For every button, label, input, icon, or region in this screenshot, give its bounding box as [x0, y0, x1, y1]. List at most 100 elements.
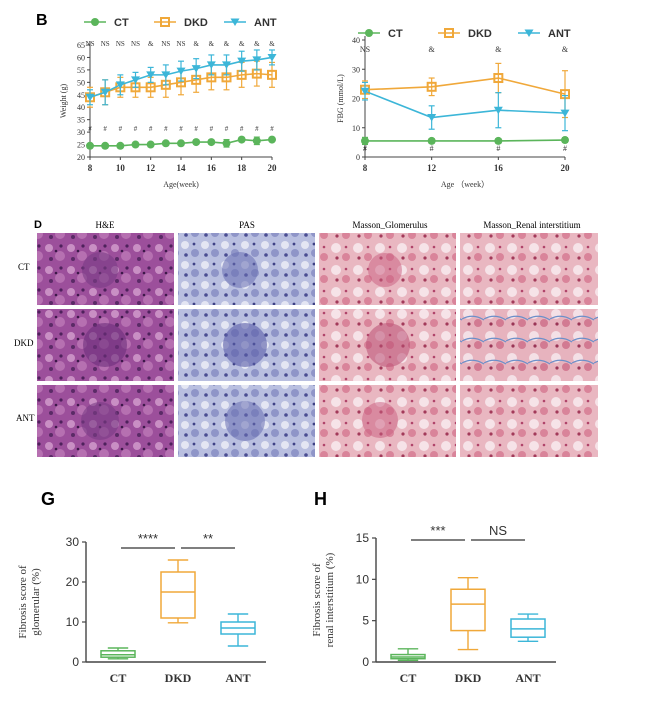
glomerulus-shape [81, 402, 119, 440]
x-tick-label: 14 [177, 163, 187, 173]
histology-image-ct-masson-inter [460, 233, 598, 305]
y-tick-label: 35 [77, 116, 85, 125]
data-point-ant [176, 67, 186, 76]
significance-bottom: # [240, 125, 244, 133]
significance-top: NS [161, 40, 170, 48]
data-point-ant [237, 57, 247, 66]
y-tick-label: 40 [77, 103, 85, 112]
significance-bottom: # [255, 125, 259, 133]
y-tick-label: 10 [66, 615, 80, 629]
box-ant [510, 618, 546, 638]
significance-top: & [239, 40, 245, 48]
data-point-ct [101, 141, 110, 150]
significance-bottom: # [194, 125, 198, 133]
significance-top: NS [86, 40, 95, 48]
y-tick-label: 60 [77, 53, 85, 62]
y-tick-label: 0 [356, 153, 360, 162]
y-tick-label: 65 [77, 41, 85, 50]
y-tick-label: 30 [352, 65, 360, 74]
glomerulus-shape [225, 401, 265, 441]
histology-row-ct: CT [18, 262, 30, 272]
data-point-dkd [493, 73, 504, 84]
significance-top: & [562, 45, 569, 54]
glomerulus-shape [366, 323, 410, 367]
category-label-dkd: DKD [455, 671, 482, 685]
data-point-dkd [267, 69, 277, 80]
glomerular-fibrosis-chart: 0 10 20 30 CT DKD ANT Fibrosis score of glomerul… [17, 531, 266, 685]
significance-bottom: # [164, 125, 168, 133]
y-tick-label: 10 [352, 124, 360, 133]
significance-bottom: # [563, 144, 567, 153]
histology-image-ant-masson-inter [460, 385, 598, 457]
significance-bottom: # [103, 125, 107, 133]
data-point-ant [161, 71, 171, 79]
data-point-ant [493, 106, 503, 115]
significance-top: NS [101, 40, 110, 48]
data-point-ct [252, 136, 261, 145]
data-point-ct [427, 136, 436, 145]
panel-letter-b: B [36, 12, 48, 29]
histology-row-ant: ANT [16, 413, 35, 423]
data-point-ct [131, 140, 140, 149]
data-point-ct [222, 139, 231, 148]
data-point-ant [427, 114, 437, 122]
category-label-ct: CT [110, 671, 127, 685]
histology-col-he: H&E [96, 220, 116, 230]
significance-label: ** [203, 531, 213, 546]
significance-bottom: # [225, 125, 229, 133]
series-line-ct [365, 139, 566, 142]
data-point-ct [146, 140, 155, 149]
x-tick-label: 8 [363, 163, 368, 173]
y-tick-label: 20 [77, 153, 85, 162]
y-axis-title: Fibrosis score of [311, 563, 323, 637]
x-tick-label: 20 [268, 163, 278, 173]
data-point-ant [191, 65, 201, 73]
y-tick-label: 30 [77, 128, 85, 137]
data-point-ct [361, 136, 369, 145]
data-point-ant [115, 81, 125, 89]
significance-top: & [209, 40, 215, 48]
category-label-ant: ANT [225, 671, 250, 685]
x-tick-label: 16 [207, 163, 217, 173]
x-axis-title: Age(week) [163, 180, 199, 189]
weight-chart: 20 25 30 35 40 45 50 55 60 65 8 10 12 14 16 18 20 Age(wee… [59, 17, 277, 189]
data-point-ant [131, 76, 140, 84]
data-point-ant [206, 61, 216, 69]
significance-label: *** [430, 523, 445, 538]
data-point-ant [85, 93, 95, 102]
data-point-ct [116, 141, 125, 150]
significance-top: NS [131, 40, 140, 48]
data-point-ant [146, 71, 156, 79]
significance-bottom: # [363, 144, 367, 153]
y-tick-label: 10 [356, 572, 370, 586]
y-tick-label: 0 [72, 655, 79, 669]
significance-bottom: # [119, 125, 123, 133]
data-point-dkd [145, 82, 156, 93]
glomerulus-shape [223, 323, 267, 367]
y-axis-title: glomerular (%) [30, 568, 42, 636]
data-point-ant [360, 87, 370, 96]
x-tick-label: 12 [146, 163, 156, 173]
data-point-ct [268, 135, 276, 144]
significance-bottom: # [179, 125, 183, 133]
histology-col-masson-interstitium: Masson_Renal interstitium [483, 220, 580, 230]
significance-top: & [254, 40, 260, 48]
data-point-ct [561, 136, 569, 145]
data-point-ct [177, 139, 185, 148]
glomerulus-shape [368, 253, 402, 287]
glomerulus-shape [83, 323, 127, 367]
legend-marker [444, 28, 454, 38]
y-tick-label: 40 [352, 36, 360, 45]
y-tick-label: 20 [352, 95, 360, 104]
histology-grid [37, 233, 598, 457]
legend-label: CT [114, 17, 129, 29]
significance-top: & [429, 45, 436, 54]
x-axis-title: Age （week） [441, 180, 489, 189]
data-point-ant [252, 56, 262, 64]
significance-bottom: # [149, 125, 153, 133]
data-point-ct [86, 141, 94, 150]
significance-top: & [224, 40, 230, 48]
y-tick-label: 45 [77, 91, 85, 100]
significance-bottom: # [210, 125, 214, 133]
